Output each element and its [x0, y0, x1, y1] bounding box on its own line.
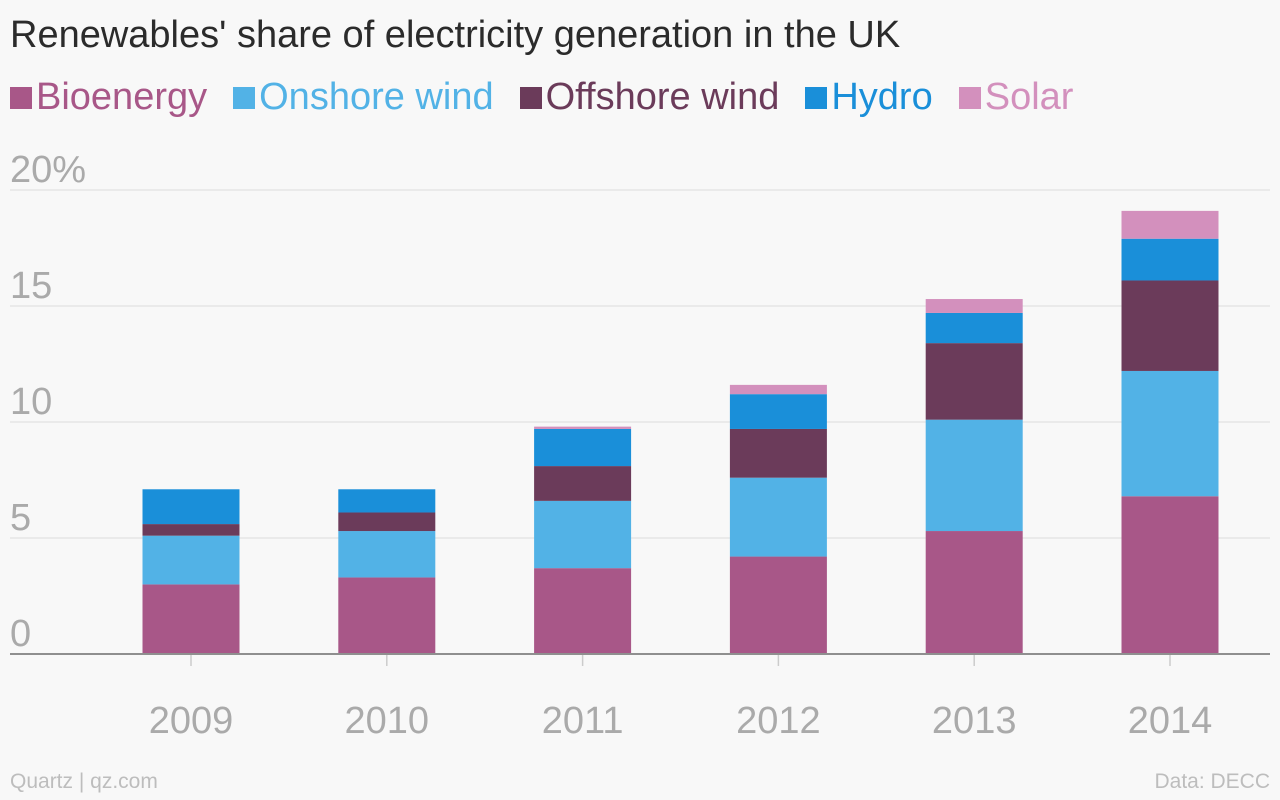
x-tick-label: 2009: [149, 700, 234, 742]
x-tick-label: 2010: [345, 700, 430, 742]
x-tick-label: 2013: [932, 700, 1017, 742]
bar-segment: [925, 312, 1023, 344]
y-tick-label: 0: [10, 613, 31, 655]
legend-item: Offshore wind: [519, 76, 780, 119]
bar-segment: [142, 584, 240, 654]
bar-segment: [729, 477, 827, 557]
x-tick-label: 2014: [1128, 700, 1213, 742]
bar-segment: [1121, 210, 1219, 239]
bar-segment: [534, 466, 632, 501]
bar-segment: [729, 384, 827, 395]
bar-segment: [534, 428, 632, 467]
chart-title: Renewables' share of electricity generat…: [10, 14, 901, 56]
legend-label: Offshore wind: [545, 76, 780, 118]
x-tick-label: 2012: [736, 700, 821, 742]
data-source: Data: DECC: [1154, 770, 1270, 793]
legend-item: Hydro: [805, 76, 933, 119]
bar-segment: [142, 524, 240, 536]
legend-swatch: [519, 86, 542, 109]
legend-item: Bioenergy: [10, 76, 207, 119]
legend-label: Bioenergy: [36, 76, 208, 118]
source-credit: Quartz | qz.com: [10, 770, 158, 793]
bar-segment: [925, 419, 1023, 532]
legend-label: Hydro: [831, 76, 933, 118]
legend-label: Onshore wind: [259, 76, 494, 118]
bar-segment: [338, 512, 436, 532]
bar-segment: [1121, 370, 1219, 497]
bar-segment: [142, 535, 240, 585]
bar-segment: [534, 426, 632, 429]
legend-label: Solar: [984, 76, 1074, 118]
bar-segment: [925, 531, 1023, 654]
y-tick-label: 5: [10, 497, 31, 539]
bar-segment: [1121, 280, 1219, 371]
bar-segment: [1121, 238, 1219, 281]
legend-item: Solar: [958, 76, 1074, 119]
y-tick-label: 10: [10, 381, 52, 423]
legend-swatch: [10, 86, 32, 109]
bar-segment: [338, 531, 436, 578]
bar-segment: [729, 394, 827, 429]
bar-segment: [534, 568, 632, 654]
bar-segment: [142, 489, 240, 525]
x-tick-label: 2011: [542, 700, 624, 742]
bar-segment: [1121, 496, 1219, 654]
bar-segment: [925, 343, 1023, 420]
legend-swatch: [958, 86, 981, 109]
legend-swatch: [805, 86, 828, 109]
bar-segment: [729, 556, 827, 654]
bar-segment: [338, 577, 436, 654]
bar-segment: [729, 428, 827, 478]
bar-segment: [925, 299, 1023, 313]
y-tick-label: 20%: [10, 149, 86, 191]
y-tick-label: 15: [10, 265, 52, 307]
legend-swatch: [233, 86, 256, 109]
bar-segment: [338, 489, 436, 513]
bar-segment: [534, 500, 632, 569]
chart-legend: Bioenergy Onshore wind Offshore wind Hydro S…: [10, 76, 1099, 119]
legend-item: Onshore wind: [233, 76, 494, 119]
